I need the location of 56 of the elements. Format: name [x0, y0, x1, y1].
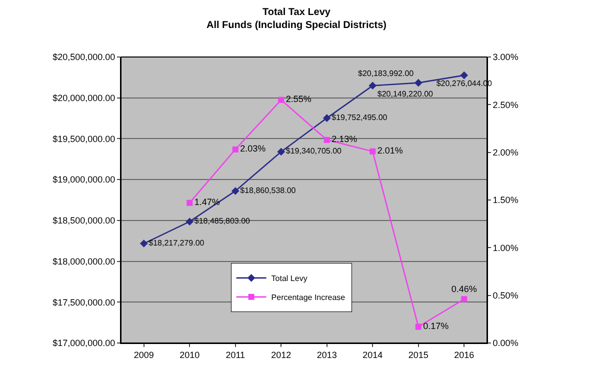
- point: [232, 146, 238, 152]
- point: [415, 324, 422, 330]
- y-tick-label: $20,500,000.00: [52, 52, 116, 62]
- data-label: $18,485,803.00: [194, 216, 251, 226]
- point: [324, 136, 330, 143]
- y-tick-label: $17,500,000.00: [52, 297, 116, 308]
- point: [414, 78, 422, 87]
- point: [186, 218, 194, 226]
- point: [140, 240, 148, 248]
- data-label: $20,149,220.00: [377, 89, 434, 98]
- y2-tick-label: 0.00%: [492, 338, 518, 348]
- x-tick-label: 2009: [134, 350, 154, 360]
- point: [278, 96, 284, 103]
- y-tick-label: $17,000,000.00: [52, 338, 116, 348]
- y-tick-label: $18,000,000.00: [52, 256, 116, 266]
- data-label: 2.13%: [332, 134, 358, 144]
- y2-tick-label: 1.50%: [492, 195, 518, 206]
- x-tick-label: 2015: [408, 350, 428, 360]
- chart-title: Total Tax Levy: [262, 7, 331, 18]
- point: [277, 148, 286, 156]
- data-label: 2.55%: [286, 94, 312, 104]
- data-label: 2.03%: [240, 144, 266, 154]
- y2-tick-label: 2.50%: [492, 100, 518, 110]
- chart-subtitle: All Funds (Including Special Districts): [206, 20, 387, 32]
- y2-tick-label: 3.00%: [492, 52, 518, 62]
- data-label: 0.17%: [423, 321, 449, 332]
- legend-label: Percentage Increase: [271, 293, 346, 302]
- x-tick-label: 2014: [362, 350, 383, 360]
- point: [231, 187, 240, 195]
- y2-tick-label: 0.50%: [492, 290, 518, 300]
- point: [461, 296, 468, 302]
- x-tick-label: 2011: [226, 350, 246, 360]
- y2-tick-label: 2.00%: [492, 147, 518, 158]
- y-tick-label: $19,000,000.00: [52, 174, 116, 185]
- x-tick-label: 2016: [454, 350, 474, 360]
- point: [322, 114, 331, 122]
- point: [460, 71, 468, 80]
- y-tick-label: $20,000,000.00: [52, 93, 116, 104]
- data-label: $20,183,992.00: [358, 69, 414, 78]
- data-label: $18,217,279.00: [148, 238, 205, 248]
- data-label: 2.01%: [377, 146, 403, 156]
- y-tick-label: $18,500,000.00: [52, 216, 116, 226]
- point: [368, 82, 377, 90]
- data-label: 0.46%: [451, 284, 477, 294]
- x-tick-label: 2012: [271, 350, 292, 360]
- data-label: $18,860,538.00: [240, 186, 296, 195]
- legend-label: Total Levy: [271, 274, 308, 284]
- x-tick-label: 2010: [180, 350, 200, 360]
- y-tick-label: $19,500,000.00: [52, 134, 116, 144]
- point: [186, 200, 193, 206]
- x-tick-label: 2013: [316, 350, 337, 360]
- y2-tick-label: 1.00%: [492, 242, 518, 253]
- point: [370, 148, 376, 154]
- data-label: 1.47%: [194, 197, 220, 208]
- data-label: $19,340,705.00: [286, 146, 342, 156]
- data-label: $19,752,495.00: [332, 113, 388, 122]
